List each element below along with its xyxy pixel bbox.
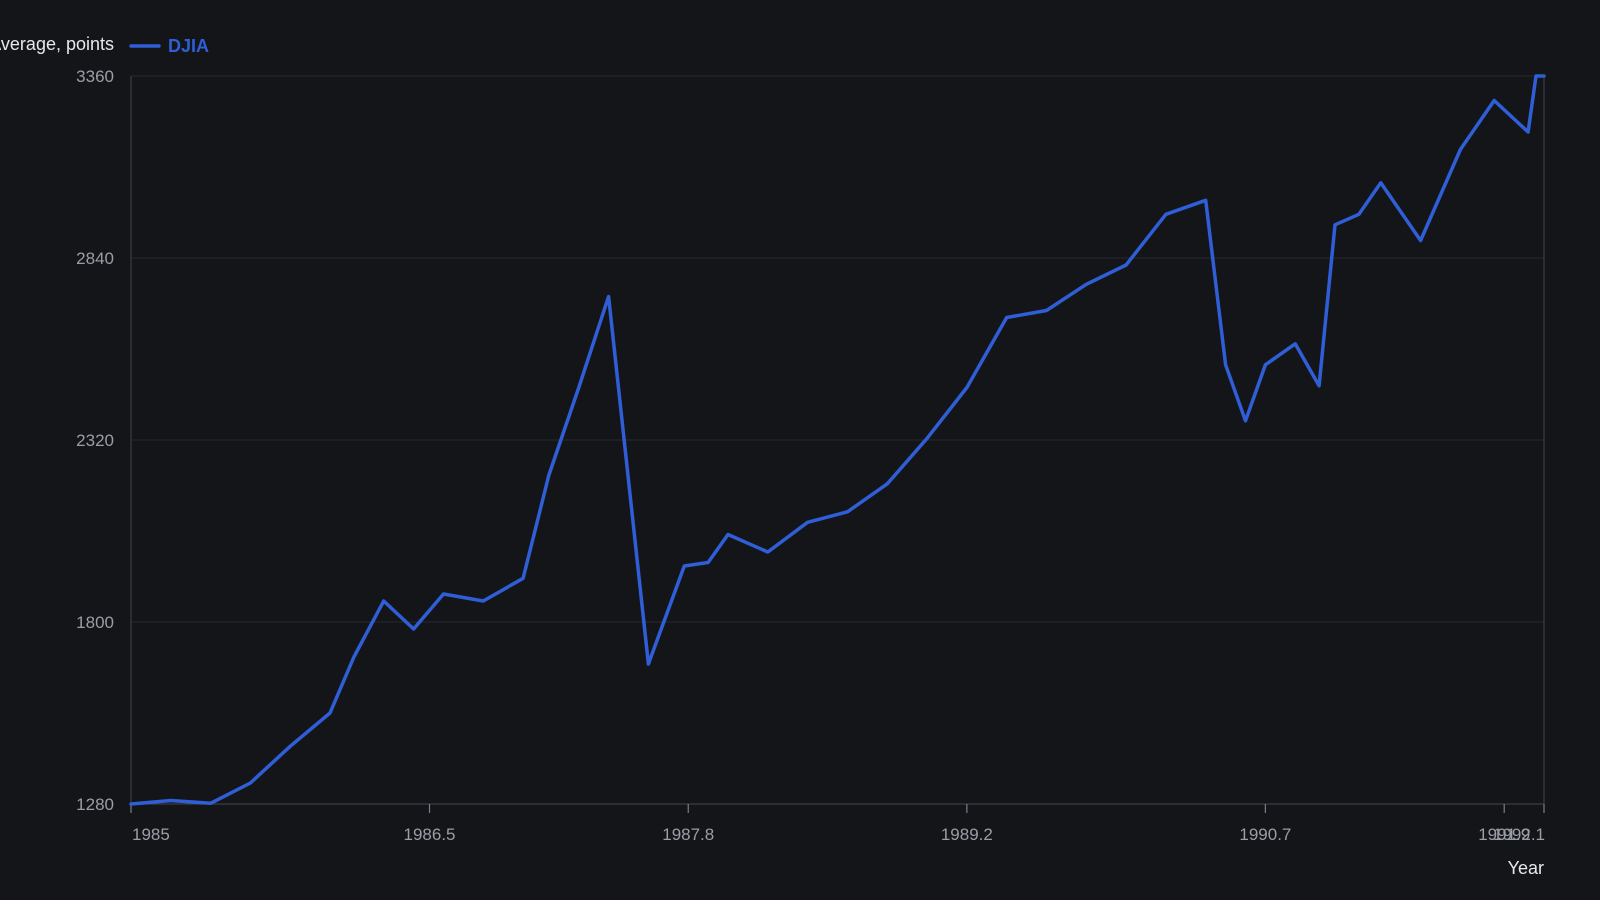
- x-tick-label-1985: 1985: [132, 825, 170, 844]
- y-tick-label-2840: 2840: [76, 249, 114, 268]
- legend[interactable]: DJIA: [129, 36, 209, 56]
- x-tick-label-1990.7: 1990.7: [1239, 825, 1291, 844]
- y-axis-ticks: 1280 1800 2320 2840 3360: [76, 67, 114, 814]
- axes: [130, 76, 1545, 805]
- series-layer: [129, 74, 1546, 806]
- y-tick-label-2320: 2320: [76, 431, 114, 450]
- y-tick-label-1800: 1800: [76, 613, 114, 632]
- x-tick-label-1987.8: 1987.8: [662, 825, 714, 844]
- x-tick-label-1989.2: 1989.2: [941, 825, 993, 844]
- x-tick-label-1991.9: 1991.9: [1478, 825, 1530, 844]
- y-axis-title: Dow Jones Industrial Average, points: [0, 34, 114, 54]
- x-tick-label-1986.5: 1986.5: [404, 825, 456, 844]
- series-line-djia: [129, 74, 1546, 806]
- y-tick-label-3360: 3360: [76, 67, 114, 86]
- x-axis-title: Year: [1508, 858, 1544, 878]
- legend-label-djia[interactable]: DJIA: [168, 36, 209, 56]
- y-tick-label-1280: 1280: [76, 795, 114, 814]
- grid-lines: [131, 75, 1544, 623]
- x-tick-label-1992.1: 1992.1: [1493, 825, 1545, 844]
